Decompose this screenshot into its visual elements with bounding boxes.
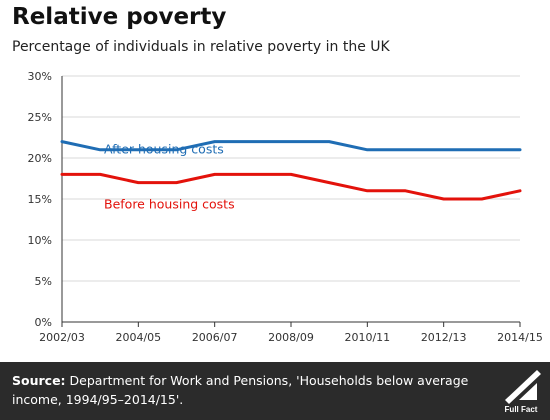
svg-text:Full Fact: Full Fact — [505, 405, 538, 414]
y-tick-label: 10% — [28, 234, 52, 247]
y-tick-label: 5% — [35, 275, 52, 288]
x-axis-tick-labels: 2002/03 2004/05 2006/07 2008/09 2010/11 2012/… — [39, 322, 543, 344]
chart-title: Relative poverty — [12, 4, 227, 30]
y-tick-label: 15% — [28, 193, 52, 206]
series-lines — [60, 140, 522, 201]
source-label: Source: — [12, 373, 66, 388]
source-note: Source: Department for Work and Pensions… — [12, 371, 492, 409]
after-housing-costs-label: After housing costs — [104, 142, 224, 157]
x-tick-label: 2010/11 — [344, 331, 390, 344]
x-tick-label: 2012/13 — [421, 331, 467, 344]
y-axis-tick-labels: 0% 5% 10% 15% 20% 25% 30% — [28, 70, 52, 329]
source-text: Department for Work and Pensions, 'House… — [12, 373, 469, 407]
before-housing-costs-line — [60, 172, 522, 201]
x-tick-label: 2014/15 — [497, 331, 543, 344]
x-tick-label: 2004/05 — [115, 331, 161, 344]
x-tick-label: 2006/07 — [192, 331, 238, 344]
line-chart: 0% 5% 10% 15% 20% 25% 30% 2002/03 2004/05 2006/0… — [28, 70, 543, 344]
after-housing-costs-line — [60, 140, 522, 152]
before-housing-costs-label: Before housing costs — [104, 196, 235, 211]
series-labels: After housing costs Before housing costs — [104, 142, 235, 212]
y-tick-label: 20% — [28, 152, 52, 165]
x-tick-label: 2008/09 — [268, 331, 314, 344]
x-tick-label: 2002/03 — [39, 331, 85, 344]
y-tick-label: 25% — [28, 111, 52, 124]
chart-subtitle: Percentage of individuals in relative po… — [12, 39, 390, 55]
y-tick-label: 30% — [28, 70, 52, 83]
full-fact-logo: Full Fact — [505, 370, 541, 414]
y-tick-label: 0% — [35, 316, 52, 329]
source-footer: Source: Department for Work and Pensions… — [0, 362, 550, 420]
